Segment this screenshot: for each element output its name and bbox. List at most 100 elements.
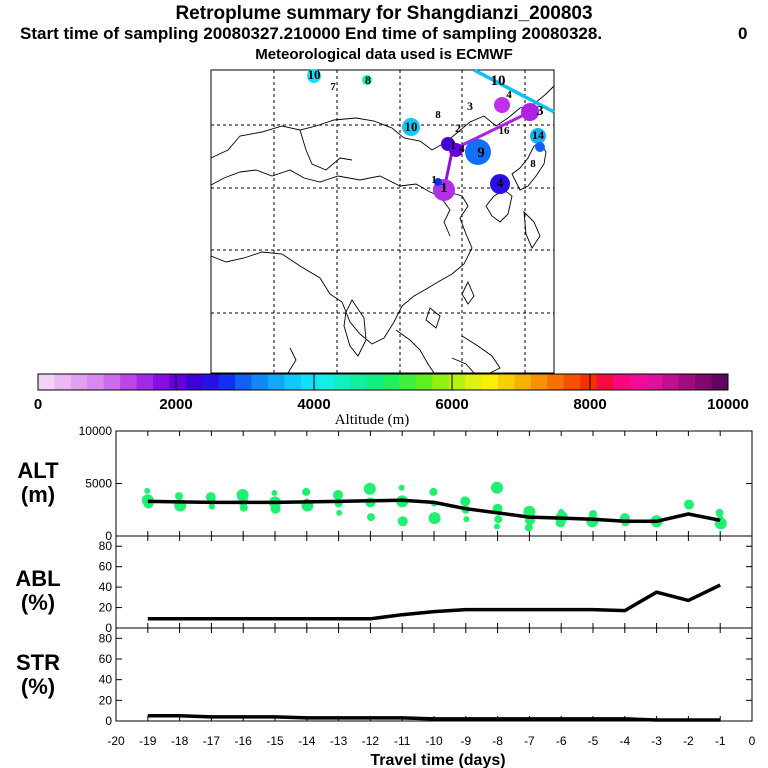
map-hour-label: 7	[330, 81, 336, 93]
colorbar-swatch	[662, 374, 680, 390]
colorbar-swatch	[333, 374, 351, 390]
colorbar-swatch	[202, 374, 220, 390]
colorbar-swatch	[103, 374, 121, 390]
colorbar-tick-label: 2000	[159, 396, 192, 413]
colorbar-swatch	[514, 374, 532, 390]
time-series-panels: 1000050000ALT(m)806040200ABL(%)806040200…	[15, 424, 755, 768]
plume-marker	[307, 69, 321, 83]
y-tick-label: 40	[99, 673, 113, 687]
map-hour-label: 8	[435, 109, 441, 121]
abl-series-line	[147, 583, 721, 621]
colorbar-axis-label: Altitude (m)	[335, 412, 410, 428]
colorbar-swatch	[465, 374, 482, 390]
map-hour-label: 14	[532, 128, 544, 142]
plume-altitude-point	[428, 512, 441, 525]
x-tick-label: -4	[619, 734, 630, 748]
plume-altitude-point	[333, 490, 343, 501]
map-trajectories	[307, 68, 555, 201]
map-hour-label: 8	[530, 158, 536, 170]
plume-marker	[449, 143, 463, 157]
map-hour-label: 4	[459, 143, 465, 155]
plume-altitude-point	[429, 487, 438, 496]
colorbar-swatch	[350, 374, 367, 390]
plume-altitude-point	[463, 516, 470, 523]
colorbar-tick-label: 6000	[435, 396, 468, 413]
plume-marker	[434, 178, 442, 186]
colorbar-swatch	[136, 374, 154, 390]
x-tick-label: 0	[749, 734, 756, 748]
panel-frame	[115, 535, 753, 629]
map-hour-label: 10	[405, 119, 418, 134]
panel-str: 80 60 40 20 0 STR(%)	[16, 627, 753, 728]
map-hour-label: 3	[467, 99, 473, 113]
panel-frame	[115, 627, 753, 722]
plume-altitude-point	[586, 515, 599, 528]
met-data-note: Meteorological data used is ECMWF	[255, 46, 513, 63]
map-hour-label: 9	[477, 145, 485, 161]
map-hour-label: 4	[506, 89, 512, 101]
y-tick-label: 0	[105, 714, 112, 728]
plume-altitude-point	[271, 489, 278, 496]
colorbar-tick-label: 0	[34, 396, 42, 413]
colorbar-swatch	[613, 374, 630, 390]
colorbar-swatch	[711, 374, 729, 390]
plume-marker	[362, 75, 372, 85]
colorbar-swatch	[251, 374, 269, 390]
colorbar-swatch	[185, 374, 203, 390]
colorbar-swatch	[432, 374, 450, 390]
plume-altitude-point	[175, 492, 183, 501]
x-tick-label: -5	[588, 734, 599, 748]
plume-altitude-point	[336, 509, 343, 516]
plume-marker	[530, 128, 546, 144]
x-tick-label: -10	[425, 734, 443, 748]
plume-altitude-point	[270, 503, 281, 514]
colorbar-swatch	[383, 374, 400, 390]
colorbar-swatch	[120, 374, 137, 390]
plume-marker	[402, 118, 420, 136]
colorbar-swatch	[153, 374, 170, 390]
map-hour-label: 2	[455, 121, 461, 135]
plume-altitude-point	[494, 515, 503, 524]
plume-altitude-point	[524, 523, 533, 532]
x-tick-label: -13	[330, 734, 348, 748]
colorbar-swatch	[645, 374, 663, 390]
colorbar-swatch	[678, 374, 696, 390]
colorbar-swatch	[284, 374, 302, 390]
y-tick-label: 0	[105, 621, 112, 635]
colorbar-swatch	[218, 374, 236, 390]
panel-label: ALT	[17, 458, 59, 483]
colorbar-swatch	[695, 374, 712, 390]
x-tick-label: -11	[394, 734, 411, 748]
x-tick-label: -20	[107, 734, 125, 748]
colorbar-swatch	[629, 374, 647, 390]
y-tick-label: 20	[99, 693, 113, 707]
plume-altitude-point	[491, 481, 503, 494]
plume-marker	[535, 142, 545, 152]
plume-marker	[490, 174, 510, 194]
x-axis-label: Travel time (days)	[370, 752, 505, 768]
colorbar-swatch	[317, 374, 335, 390]
x-tick-label: -3	[651, 734, 662, 748]
plume-marker	[465, 139, 491, 165]
y-tick-label: 20	[99, 601, 113, 615]
colorbar-swatch	[530, 374, 548, 390]
colorbar-swatch	[498, 374, 515, 390]
str-series-line	[147, 714, 721, 722]
x-tick-label: -16	[235, 734, 253, 748]
plume-marker	[521, 103, 539, 121]
map-hour-label: 10	[308, 67, 321, 82]
colorbar-swatch	[596, 374, 614, 390]
plume-altitude-point	[209, 503, 215, 510]
map-hour-label: 1	[441, 181, 448, 196]
colorbar-swatch	[268, 374, 285, 390]
x-tick-label: -14	[298, 734, 316, 748]
colorbar-tick-label: 8000	[573, 396, 606, 413]
coastlines-borders	[210, 85, 555, 374]
y-tick-label: 80	[99, 539, 113, 553]
map-hour-label: 1	[450, 140, 456, 152]
plume-altitude-point	[144, 487, 151, 494]
plume-altitude-point	[684, 499, 694, 510]
x-tick-label: -6	[556, 734, 567, 748]
map-hour-label: 8	[365, 73, 371, 87]
